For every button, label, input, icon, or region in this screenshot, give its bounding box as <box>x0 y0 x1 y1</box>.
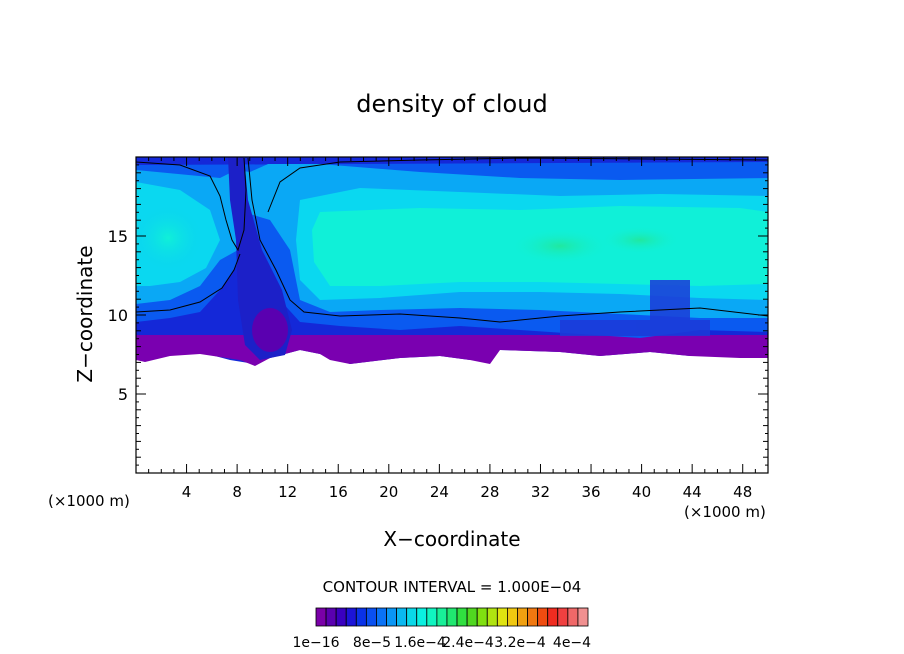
x-tick-label: 32 <box>531 483 550 501</box>
colorbar-label: 1.6e−4 <box>394 635 446 651</box>
contour-line-outer <box>136 157 768 323</box>
colorbar-swatch <box>365 607 377 627</box>
colorbar-swatch <box>325 607 337 627</box>
colorbar-swatch <box>547 607 559 627</box>
colorbar-swatch <box>456 607 468 627</box>
updraft-column <box>228 157 292 360</box>
x-axis: 4 8 12 16 20 24 28 32 36 40 44 48 <box>148 157 756 501</box>
x-tick-label: 4 <box>182 483 192 501</box>
colorbar-swatch <box>345 607 357 627</box>
x-unit-right: (×1000 m) <box>684 503 766 521</box>
colorbar-swatch <box>376 607 387 627</box>
cloud-green-patch-2 <box>600 226 680 254</box>
colorbar-label: 3.2e−4 <box>494 635 546 651</box>
colorbar <box>315 607 589 627</box>
colorbar-swatch <box>426 607 438 627</box>
colorbar-swatch <box>577 607 589 627</box>
updraft-core <box>252 308 288 352</box>
cloud-green-patch <box>510 228 610 264</box>
colorbar-swatch <box>507 607 518 627</box>
contour-interval-label: CONTOUR INTERVAL = 1.000E−04 <box>323 578 582 596</box>
x-tick-label: 40 <box>632 483 651 501</box>
colorbar-swatch <box>527 607 539 627</box>
colorbar-swatch <box>386 607 397 627</box>
colorbar-swatch <box>416 607 428 627</box>
colorbar-swatch <box>476 607 488 627</box>
colorbar-swatch <box>466 607 478 627</box>
x-tick-label: 44 <box>683 483 702 501</box>
colorbar-labels: 1e−16 8e−5 1.6e−42.4e−4 3.2e−4 4e−4 <box>292 635 591 651</box>
x-axis-label: X−coordinate <box>383 527 520 551</box>
colorbar-swatch <box>335 607 347 627</box>
x-tick-label: 16 <box>329 483 348 501</box>
x-tick-label: 28 <box>480 483 499 501</box>
colorbar-swatch <box>396 607 408 627</box>
colorbar-label: 4e−4 <box>553 635 591 651</box>
x-tick-label: 20 <box>379 483 398 501</box>
colorbar-swatch <box>355 607 367 627</box>
contour-line-upper <box>267 157 768 213</box>
colorbar-swatch <box>486 607 498 627</box>
y-tick-label: 10 <box>108 306 128 325</box>
colorbar-swatch <box>517 607 528 627</box>
cloud-aqua-left <box>136 202 206 274</box>
x-tick-label: 48 <box>733 483 752 501</box>
y-axis: 5 10 15 <box>108 164 768 466</box>
x-tick-label: 36 <box>581 483 600 501</box>
y-axis-label: Z−coordinate <box>73 245 97 382</box>
colorbar-swatch <box>446 607 458 627</box>
colorbar-swatch <box>537 607 549 627</box>
colorbar-label: 1e−16 <box>292 635 339 651</box>
colorbar-swatch <box>315 607 327 627</box>
x-tick-label: 24 <box>430 483 449 501</box>
x-unit-left: (×1000 m) <box>48 492 130 510</box>
cloud-base-purple <box>136 335 768 366</box>
colorbar-swatch <box>557 607 569 627</box>
colorbar-swatch <box>567 607 579 627</box>
contour-line-left <box>136 253 241 313</box>
colorbar-swatch <box>436 607 448 627</box>
chart-title: density of cloud <box>356 90 547 118</box>
colorbar-swatch <box>406 607 418 627</box>
x-tick-label: 12 <box>278 483 297 501</box>
colorbar-label: 8e−5 <box>353 635 391 651</box>
y-tick-label: 15 <box>108 227 128 246</box>
turbulence-region <box>560 280 710 336</box>
y-tick-label: 5 <box>118 385 128 404</box>
colorbar-label: 2.4e−4 <box>442 635 494 651</box>
contour-field <box>136 157 768 366</box>
x-tick-label: 8 <box>232 483 242 501</box>
colorbar-swatch <box>496 607 508 627</box>
